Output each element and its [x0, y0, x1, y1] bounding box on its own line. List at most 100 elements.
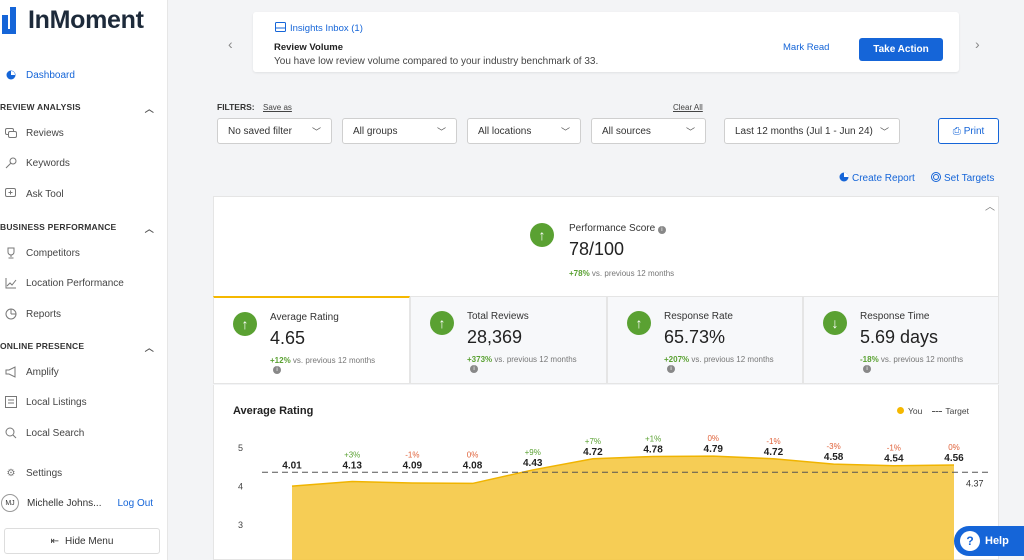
data-label: 4.08	[463, 460, 483, 471]
question-icon: ?	[960, 531, 980, 551]
kpi-label: Response Time	[860, 311, 930, 322]
data-label: 4.79	[704, 444, 724, 455]
chart-legend: You Target	[897, 406, 969, 416]
series-line	[291, 455, 955, 487]
select-value: Last 12 months (Jul 1 - Jun 24)	[735, 125, 873, 137]
sidebar-item-location-performance[interactable]: Location Performance	[0, 274, 124, 292]
change-label: -3%	[827, 442, 841, 451]
sidebar-item-dashboard[interactable]: Dashboard	[0, 66, 75, 84]
legend-dot-icon	[897, 407, 904, 414]
kpi-label: Response Rate	[664, 311, 733, 322]
kpi-total-reviews[interactable]: ↑ Total Reviews 28,369 +373% vs. previou…	[410, 296, 607, 384]
sidebar-item-competitors[interactable]: Competitors	[0, 244, 80, 262]
sidebar-item-local-search[interactable]: Local Search	[0, 424, 84, 442]
y-tick-label: 5	[238, 443, 243, 453]
dashboard-icon	[4, 68, 18, 82]
legend-target: Target	[932, 406, 969, 416]
sidebar-item-settings[interactable]: ⚙ Settings	[0, 464, 63, 482]
chevron-right-icon[interactable]: ›	[975, 36, 980, 52]
change-label: -1%	[766, 437, 780, 446]
pie-chart-icon	[4, 307, 18, 321]
select-value: All groups	[353, 125, 398, 137]
section-title: BUSINESS PERFORMANCE	[0, 222, 117, 232]
chevron-down-icon: ﹀	[560, 126, 570, 137]
data-label: 4.56	[944, 453, 964, 464]
chevron-down-icon: ﹀	[311, 126, 321, 137]
sidebar-item-label: Competitors	[26, 247, 80, 259]
sidebar-item-label: Settings	[26, 467, 63, 479]
kpi-response-rate[interactable]: ↑ Response Rate 65.73% +207% vs. previou…	[607, 296, 803, 384]
search-icon	[4, 426, 18, 440]
period-select[interactable]: Last 12 months (Jul 1 - Jun 24) ﹀	[724, 118, 900, 144]
performance-compare: +78% vs. previous 12 months	[569, 269, 675, 278]
chevron-down-icon: ﹀	[879, 126, 889, 137]
insights-inbox-link[interactable]: Insights Inbox (1)	[275, 22, 363, 35]
info-icon[interactable]: i	[667, 365, 675, 373]
insight-text: You have low review volume compared to y…	[274, 56, 599, 67]
sidebar-item-amplify[interactable]: Amplify	[0, 363, 59, 381]
section-title: REVIEW ANALYSIS	[0, 102, 81, 112]
kpi-average-rating[interactable]: ↑ Average Rating 4.65 +12% vs. previous …	[213, 296, 410, 384]
kpi-compare: +373% vs. previous 12 months	[467, 355, 577, 364]
sidebar-item-reviews[interactable]: Reviews	[0, 124, 64, 142]
sidebar-item-label: Dashboard	[26, 69, 75, 81]
change-label: +9%	[525, 448, 541, 457]
mark-read-button[interactable]: Mark Read	[783, 42, 830, 53]
gear-icon: ⚙	[6, 467, 16, 479]
kpi-label: Total Reviews	[467, 311, 529, 322]
sidebar-item-local-listings[interactable]: Local Listings	[0, 393, 87, 411]
chevron-left-icon[interactable]: ‹	[228, 36, 233, 52]
data-label: 4.78	[643, 444, 663, 455]
help-button[interactable]: ? Help	[954, 526, 1024, 556]
print-button[interactable]: ⎙ Print	[938, 118, 999, 144]
sidebar-item-label: Reports	[26, 308, 62, 320]
clear-all-link[interactable]: Clear All	[673, 103, 703, 112]
arrow-down-icon: ↓	[823, 311, 847, 335]
info-icon[interactable]: i	[863, 365, 871, 373]
take-action-button[interactable]: Take Action	[859, 38, 943, 61]
select-value: No saved filter	[228, 125, 292, 137]
avatar[interactable]: MJ	[1, 494, 19, 512]
saved-filter-select[interactable]: No saved filter ﹀	[217, 118, 332, 144]
section-online-presence[interactable]: ONLINE PRESENCE ︿	[0, 341, 160, 354]
section-title: ONLINE PRESENCE	[0, 341, 85, 351]
kpi-compare: +12% vs. previous 12 months	[270, 356, 376, 365]
data-label: 4.13	[342, 460, 362, 471]
chat-bubbles-icon	[4, 126, 18, 140]
insight-heading: Review Volume	[274, 42, 343, 53]
y-tick-label: 3	[238, 520, 243, 530]
logo-mark-icon	[2, 6, 22, 35]
section-review-analysis[interactable]: REVIEW ANALYSIS ︿	[0, 102, 160, 115]
pie-chart-icon	[839, 172, 849, 185]
kpi-value: 28,369	[467, 327, 523, 347]
series-area	[292, 456, 954, 560]
kpi-value: 5.69 days	[860, 327, 939, 347]
set-targets-link[interactable]: Set Targets	[931, 172, 994, 185]
change-label: 0%	[707, 434, 719, 443]
groups-select[interactable]: All groups ﹀	[342, 118, 457, 144]
locations-select[interactable]: All locations ﹀	[467, 118, 581, 144]
logout-link[interactable]: Log Out	[117, 497, 154, 509]
save-as-link[interactable]: Save as	[263, 103, 292, 112]
sidebar-item-ask-tool[interactable]: Ask Tool	[0, 185, 64, 203]
change-label: +7%	[585, 437, 601, 446]
change-label: -1%	[405, 450, 419, 459]
performance-score-panel: ↑ Performance Score i 78/100 +78% vs. pr…	[213, 196, 999, 296]
sidebar-item-keywords[interactable]: Keywords	[0, 154, 70, 172]
section-business-performance[interactable]: BUSINESS PERFORMANCE ︿	[0, 222, 160, 235]
data-label: 4.54	[884, 454, 904, 465]
dashed-line-icon	[932, 411, 943, 413]
average-rating-chart-card: Average Rating You Target 5 4 3 4.37 4.01 4.1…	[213, 385, 999, 560]
kpi-response-time[interactable]: ↓ Response Time 5.69 days -18% vs. previ…	[803, 296, 999, 384]
create-report-link[interactable]: Create Report	[839, 172, 915, 185]
sidebar-item-label: Location Performance	[26, 277, 124, 289]
info-icon[interactable]: i	[273, 366, 281, 374]
sources-select[interactable]: All sources ﹀	[591, 118, 706, 144]
sidebar-item-reports[interactable]: Reports	[0, 305, 61, 323]
sidebar-item-label: Local Listings	[26, 396, 87, 408]
inmoment-logo[interactable]: InMoment	[2, 6, 144, 35]
hide-menu-button[interactable]: ⇤ Hide Menu	[4, 528, 160, 554]
info-icon[interactable]: i	[470, 365, 478, 373]
collapse-icon[interactable]: ︿	[985, 202, 995, 213]
